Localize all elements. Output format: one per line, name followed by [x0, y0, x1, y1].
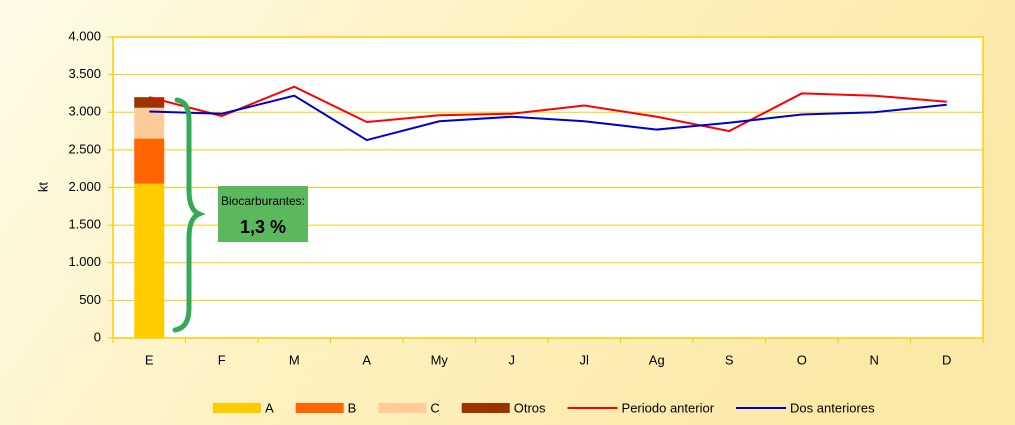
y-tick-label: 0 [94, 329, 101, 344]
annotation-text: Biocarburantes: [221, 194, 305, 208]
legend-swatch [213, 403, 261, 413]
x-tick-label: N [870, 352, 879, 367]
line-series [148, 85, 947, 133]
legend-label: Dos anteriores [790, 400, 875, 415]
y-tick-label: 3.000 [68, 104, 101, 119]
y-tick-label: 4.000 [68, 28, 101, 43]
x-tick-label: F [218, 352, 226, 367]
x-tick-label: J [509, 352, 516, 367]
x-tick-label: D [942, 352, 951, 367]
bar-segment [134, 97, 165, 108]
plot: 0 500 1.000 1.500 2.000 2.500 3.000 3.500 4.000 E… [68, 28, 984, 367]
y-tick-label: 3.500 [68, 66, 101, 81]
line-series [149, 94, 947, 142]
x-tick-label: S [725, 352, 734, 367]
brace [172, 97, 206, 333]
bar-segment [134, 183, 165, 338]
plot-frame [112, 36, 984, 339]
x-tick-label: M [289, 352, 300, 367]
y-axis-label: kt [35, 182, 50, 193]
legend-label: Periodo anterior [622, 400, 715, 415]
legend-label: A [265, 400, 274, 415]
legend-label: Otros [514, 400, 546, 415]
x-tick-label: Ag [649, 352, 665, 367]
annotation-box [218, 186, 308, 242]
legend-swatch [295, 403, 344, 413]
y-tick-label: 1.000 [68, 254, 101, 269]
x-tick-label: Jl [580, 352, 590, 367]
x-tick-label: A [362, 352, 371, 367]
legend-swatch [378, 403, 427, 413]
bar-segment [134, 107, 165, 139]
annotation-value: 1,3 % [240, 217, 286, 237]
x-tick-label: My [431, 352, 449, 367]
bar-segment [134, 138, 165, 184]
legend-label: B [348, 400, 357, 415]
y-tick-label: 2.000 [68, 179, 101, 194]
y-tick-label: 2.500 [68, 141, 101, 156]
x-tick-label: O [797, 352, 807, 367]
y-tick-label: 1.500 [68, 217, 101, 232]
legend-swatch [461, 403, 510, 413]
x-tick-label: E [145, 352, 154, 367]
legend-label: C [430, 400, 439, 415]
y-tick-label: 500 [79, 292, 101, 307]
